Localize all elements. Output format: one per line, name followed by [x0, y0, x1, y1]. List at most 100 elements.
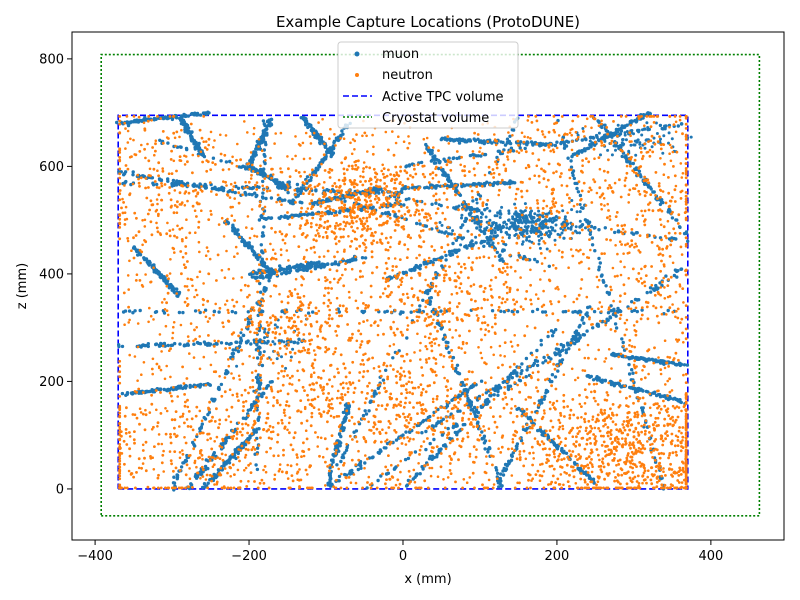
muon-point	[675, 362, 679, 367]
muon-point	[609, 131, 613, 135]
muon-point	[554, 328, 558, 332]
muon-point	[120, 391, 125, 396]
muon-point	[212, 399, 216, 403]
muon-point	[495, 250, 499, 255]
muon-point	[363, 256, 368, 260]
muon-point	[258, 339, 262, 343]
muon-point	[592, 309, 597, 314]
neutron-point	[309, 225, 313, 229]
muon-point	[305, 175, 310, 179]
muon-point	[655, 286, 659, 290]
neutron-point	[300, 206, 303, 210]
muon-point	[183, 127, 187, 132]
muon-point	[479, 220, 483, 224]
neutron-point	[568, 416, 572, 420]
muon-point	[384, 368, 388, 372]
muon-point	[684, 230, 689, 234]
muon-point	[462, 236, 466, 240]
muon-point	[318, 264, 322, 268]
muon-point	[593, 249, 597, 253]
muon-point	[547, 235, 551, 239]
muon-point	[291, 198, 295, 202]
muon-point	[190, 139, 194, 143]
muon-point	[202, 154, 207, 159]
muon-point	[384, 211, 388, 216]
neutron-point	[513, 449, 516, 453]
neutron-point	[294, 169, 298, 173]
neutron-point	[395, 177, 398, 181]
neutron-point	[613, 479, 616, 483]
muon-point	[676, 124, 680, 128]
muon-point	[269, 196, 274, 200]
muon-point	[636, 138, 640, 142]
muon-point	[475, 201, 479, 205]
muon-point	[203, 308, 208, 312]
neutron-point	[369, 190, 373, 194]
muon-point	[520, 362, 524, 366]
muon-series	[115, 110, 693, 492]
muon-point	[480, 437, 484, 441]
neutron-point	[418, 212, 421, 216]
muon-point	[254, 463, 258, 467]
muon-point	[196, 113, 200, 117]
muon-point	[244, 340, 248, 344]
neutron-point	[362, 216, 365, 220]
muon-point	[588, 139, 592, 143]
muon-point	[604, 129, 608, 133]
muon-point	[505, 140, 510, 145]
muon-point	[519, 438, 524, 443]
muon-point	[479, 405, 484, 409]
neutron-point	[474, 455, 478, 459]
muon-point	[254, 194, 258, 199]
muon-point	[285, 265, 290, 270]
muon-point	[470, 219, 474, 223]
neutron-point	[365, 200, 369, 204]
muon-point	[182, 120, 186, 124]
muon-point	[482, 441, 487, 445]
neutron-point	[387, 197, 391, 200]
muon-point	[337, 432, 342, 436]
muon-point	[635, 387, 640, 391]
muon-point	[575, 186, 579, 191]
neutron-point	[542, 442, 546, 446]
muon-point	[295, 182, 300, 187]
muon-point	[455, 423, 459, 427]
muon-point	[376, 478, 380, 483]
muon-point	[578, 219, 582, 223]
muon-point	[344, 448, 349, 452]
muon-point	[483, 239, 487, 243]
muon-point	[459, 225, 463, 230]
muon-point	[430, 202, 434, 206]
muon-point	[262, 225, 266, 229]
muon-point	[572, 176, 576, 181]
muon-point	[490, 309, 495, 313]
neutron-point	[322, 200, 326, 204]
muon-point	[652, 190, 656, 194]
muon-point	[435, 455, 439, 459]
muon-point	[638, 141, 642, 145]
muon-point	[410, 267, 414, 272]
muon-point	[651, 391, 655, 395]
neutron-point	[358, 217, 362, 221]
muon-point	[616, 144, 620, 148]
muon-point	[449, 182, 454, 187]
muon-point	[380, 212, 384, 216]
muon-point	[479, 215, 483, 219]
muon-point	[193, 309, 198, 313]
muon-point	[550, 373, 555, 377]
muon-point	[137, 389, 141, 393]
neutron-point	[281, 238, 285, 242]
neutron-point	[288, 223, 291, 226]
neutron-point	[323, 220, 327, 224]
muon-point	[442, 157, 446, 161]
muon-point	[340, 129, 344, 133]
muon-point	[457, 204, 461, 208]
neutron-point	[357, 159, 360, 163]
neutron-point	[609, 437, 612, 441]
neutron-point	[311, 216, 315, 220]
muon-point	[330, 262, 334, 266]
muon-point	[221, 187, 225, 192]
neutron-point	[618, 390, 622, 394]
muon-point	[560, 231, 564, 235]
neutron-point	[314, 212, 318, 216]
